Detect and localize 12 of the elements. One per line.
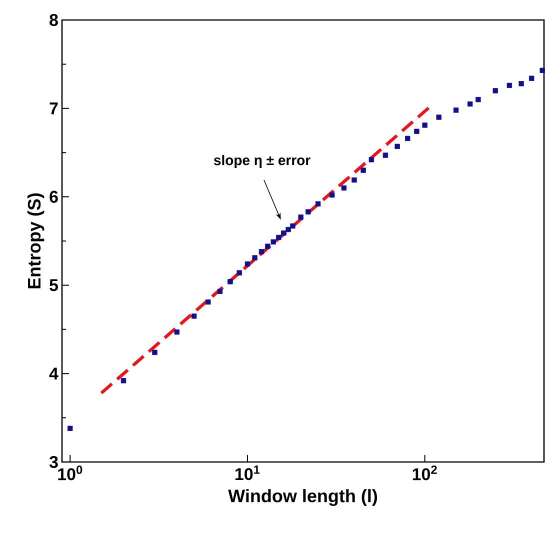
y-axis-title: Entropy (S) <box>27 193 44 288</box>
x-tick-label: 10$^{1}$ <box>236 466 260 480</box>
y-tick-label: 3 <box>49 456 58 468</box>
x-tick-label: 10$^{2}$ <box>412 466 437 480</box>
y-tick-label: 5 <box>50 279 58 292</box>
x-axis-title: Window length (l) <box>228 489 378 506</box>
y-tick-label: 8 <box>50 14 58 26</box>
x-tick-label: 10$^{0}$ <box>58 466 82 480</box>
annotation: slope η ± error <box>214 154 310 168</box>
y-tick-label: 7 <box>50 102 58 114</box>
y-tick-label: 4 <box>49 368 58 380</box>
y-tick-label: 6 <box>50 190 58 203</box>
